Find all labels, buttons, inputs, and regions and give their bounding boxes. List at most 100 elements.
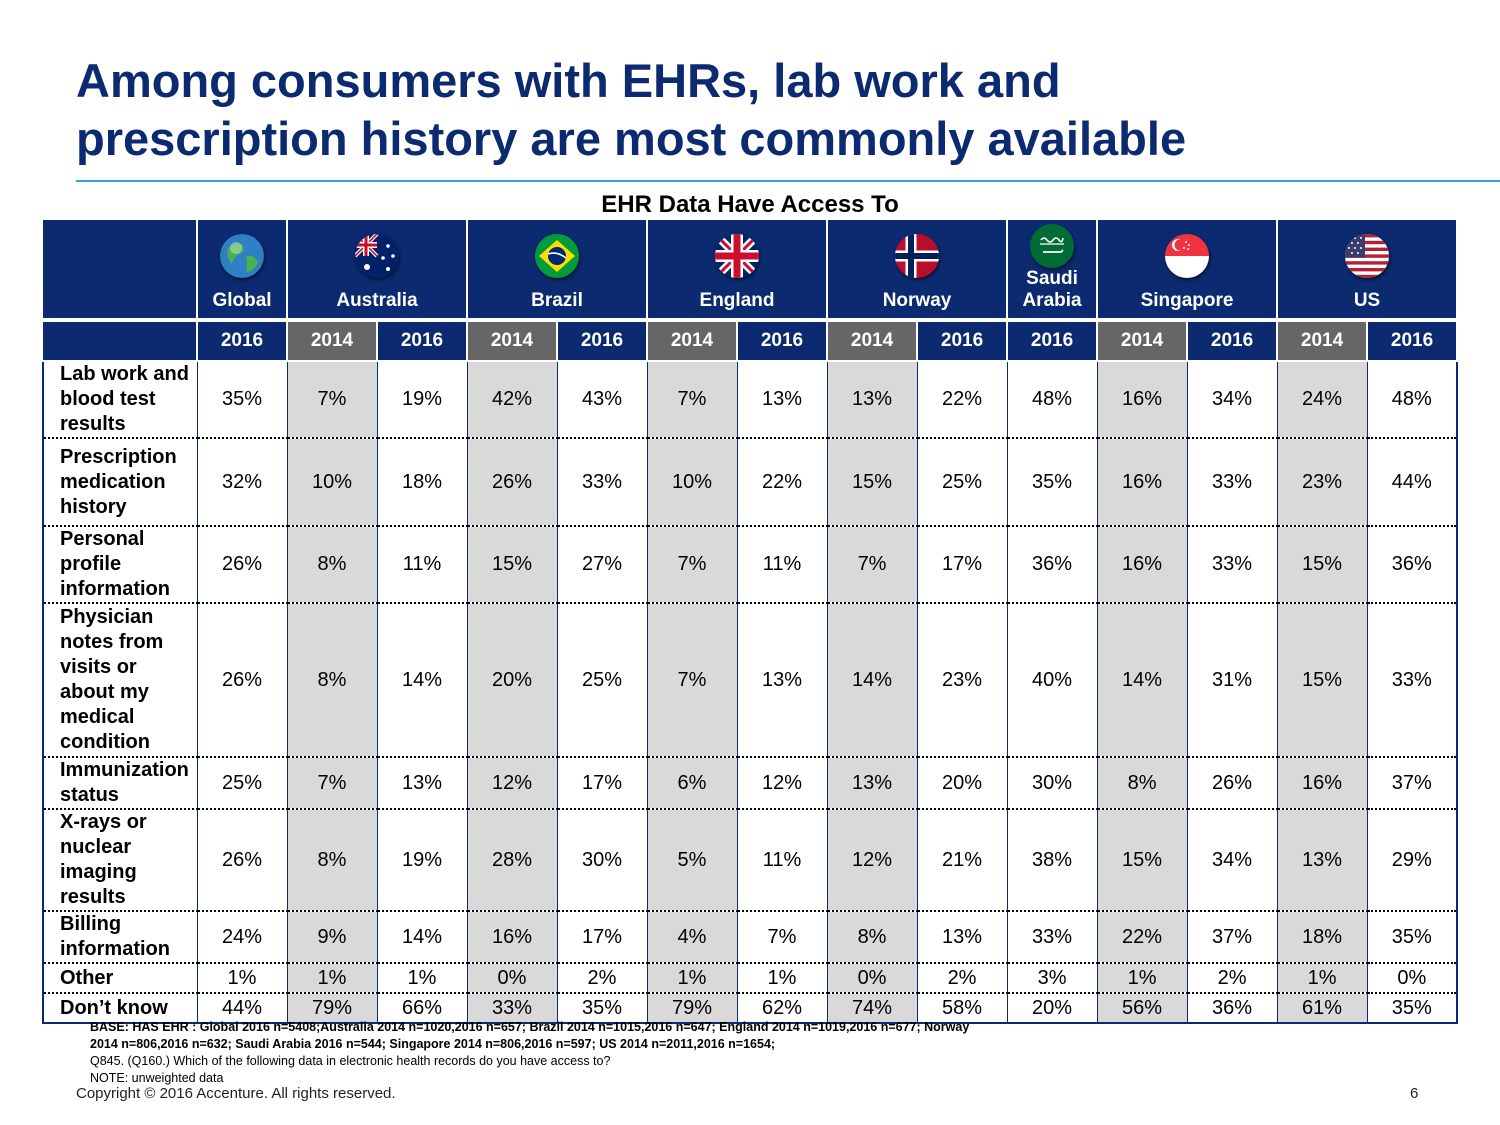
table-cell: 8% xyxy=(826,911,918,964)
country-header-singapore: Singapore xyxy=(1096,220,1279,320)
country-header-brazil: Brazil xyxy=(466,220,648,320)
year-label: 2014 xyxy=(286,318,378,362)
country-name: Australia xyxy=(336,290,418,311)
table-cell: 16% xyxy=(1096,526,1188,604)
table-cell: 26% xyxy=(196,526,287,604)
table-cell: 2% xyxy=(556,963,647,994)
row-label: Immunization status xyxy=(42,757,197,810)
table-cell: 1% xyxy=(736,963,828,994)
table-cell: 16% xyxy=(1276,757,1368,810)
table-cell: 12% xyxy=(736,757,828,810)
table-cell: 42% xyxy=(466,361,557,439)
table-cell: 58% xyxy=(916,993,1008,1024)
row-label: Prescription medication history xyxy=(42,438,197,527)
country-name: US xyxy=(1353,290,1381,311)
table-cell: 8% xyxy=(286,809,377,912)
table-cell: 44% xyxy=(196,993,287,1024)
year-label: 2016 xyxy=(1366,318,1459,362)
table-cell: 12% xyxy=(466,757,557,810)
table-cell: 2% xyxy=(1186,963,1278,994)
table-cell: 13% xyxy=(826,361,918,439)
table-cell: 11% xyxy=(736,526,828,604)
table-cell: 28% xyxy=(466,809,557,912)
title-line-1: Among consumers with EHRs, lab work and xyxy=(76,54,1061,107)
table-cell: 8% xyxy=(1096,757,1188,810)
year-label: 2016 xyxy=(196,318,288,362)
table-cell: 66% xyxy=(376,993,467,1024)
table-cell: 43% xyxy=(556,361,647,439)
table-cell: 61% xyxy=(1276,993,1368,1024)
table-cell: 1% xyxy=(646,963,737,994)
ehr-access-table: Global Australia Brazil England Norway Saudi … xyxy=(42,220,1459,1024)
table-cell: 2% xyxy=(916,963,1008,994)
us-flag-icon xyxy=(1345,234,1390,278)
copyright-text: Copyright © 2016 Accenture. All rights r… xyxy=(76,1085,396,1102)
table-cell: 7% xyxy=(286,361,377,439)
saudi-arabia-flag-icon xyxy=(1030,224,1075,268)
table-row: Personal profile information 26% 8% 11% 15% 2… xyxy=(42,526,1459,604)
table-cell: 36% xyxy=(1006,526,1098,604)
base-note-line-2: 2014 n=806,2016 n=632; Saudi Arabia 2016… xyxy=(90,1037,776,1051)
table-cell: 34% xyxy=(1186,361,1278,439)
table-cell: 13% xyxy=(1276,809,1368,912)
table-cell: 6% xyxy=(646,757,737,810)
table-cell: 7% xyxy=(646,526,737,604)
table-cell: 18% xyxy=(1276,911,1368,964)
table-cell: 10% xyxy=(286,438,377,527)
table-cell: 13% xyxy=(916,911,1008,964)
table-cell: 1% xyxy=(376,963,467,994)
singapore-flag-icon xyxy=(1165,234,1210,278)
country-header-saudi-arabia: Saudi Arabia xyxy=(1006,220,1099,320)
year-header-row: 2016 2014 2016 2014 2016 2014 2016 2014 2016 2016… xyxy=(43,318,1459,362)
row-label: X-rays or nuclear imaging results xyxy=(42,809,197,912)
country-name: Singapore xyxy=(1140,290,1234,311)
table-cell: 44% xyxy=(1366,438,1459,527)
table-cell: 33% xyxy=(1186,438,1278,527)
country-name: Norway xyxy=(882,290,952,311)
table-cell: 7% xyxy=(736,911,828,964)
table-cell: 23% xyxy=(1276,438,1368,527)
globe-icon xyxy=(220,234,264,278)
table-cell: 5% xyxy=(646,809,737,912)
table-cell: 31% xyxy=(1186,603,1278,758)
year-label: 2014 xyxy=(646,318,738,362)
table-cell: 1% xyxy=(1276,963,1368,994)
table-cell: 15% xyxy=(826,438,918,527)
table-cell: 79% xyxy=(286,993,377,1024)
table-cell: 16% xyxy=(1096,438,1188,527)
year-header-corner xyxy=(43,318,198,362)
country-header-australia: Australia xyxy=(286,220,468,320)
table-cell: 35% xyxy=(1006,438,1098,527)
row-label: Personal profile information xyxy=(42,526,197,604)
table-cell: 9% xyxy=(286,911,377,964)
year-label: 2016 xyxy=(1006,318,1099,362)
country-header-us: US xyxy=(1276,220,1459,320)
table-row: Other 1% 1% 1% 0% 2% 1% 1% 0% 2% 3% 1% 2% 1% 0% xyxy=(42,963,1459,994)
title-divider xyxy=(76,180,1500,182)
table-cell: 25% xyxy=(916,438,1008,527)
brazil-flag-icon xyxy=(535,234,579,278)
table-cell: 25% xyxy=(556,603,647,758)
base-note-line-1: BASE: HAS EHR : Global 2016 n=5408;Austr… xyxy=(90,1020,970,1034)
table-cell: 33% xyxy=(1006,911,1098,964)
year-label: 2016 xyxy=(916,318,1009,362)
table-row: Prescription medication history 32% 10% 18%… xyxy=(42,438,1459,527)
table-cell: 8% xyxy=(286,603,377,758)
question-note: Q845. (Q160.) Which of the following dat… xyxy=(90,1054,611,1068)
table-cell: 18% xyxy=(376,438,467,527)
table-cell: 23% xyxy=(916,603,1008,758)
norway-flag-icon xyxy=(895,234,940,278)
table-cell: 48% xyxy=(1006,361,1098,439)
table-cell: 13% xyxy=(826,757,918,810)
table-row: Lab work and blood test results 35% 7% 19% 4… xyxy=(42,361,1459,439)
table-cell: 7% xyxy=(286,757,377,810)
table-cell: 0% xyxy=(466,963,557,994)
table-cell: 0% xyxy=(1366,963,1459,994)
table-cell: 14% xyxy=(826,603,918,758)
table-cell: 16% xyxy=(1096,361,1188,439)
table-cell: 33% xyxy=(1366,603,1459,758)
table-cell: 33% xyxy=(466,993,557,1024)
table-cell: 22% xyxy=(736,438,828,527)
table-cell: 37% xyxy=(1366,757,1459,810)
table-cell: 14% xyxy=(376,603,467,758)
